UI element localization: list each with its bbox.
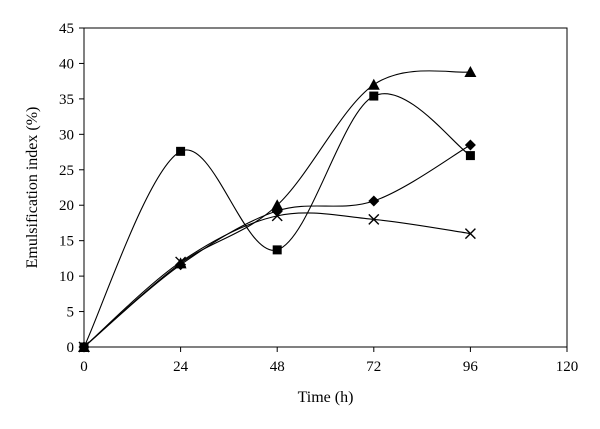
y-tick-labels: 0 5 10 15 20 25 30 35 40 45	[59, 21, 74, 356]
cross-marker	[368, 213, 380, 225]
square-marker	[272, 245, 282, 255]
square-marker	[176, 146, 186, 156]
y-tick-label: 35	[59, 92, 74, 108]
cross-marker	[271, 210, 283, 222]
square-series-line	[83, 93, 471, 348]
x-axis-title: Time (h)	[298, 389, 354, 406]
y-tick-label: 30	[59, 127, 74, 143]
x-tick-labels: 0 24 48 72 96 120	[80, 359, 578, 375]
triangle-marker	[464, 65, 477, 77]
diamond-marker	[175, 259, 187, 271]
cross-marker	[175, 256, 187, 268]
y-tick-label: 25	[59, 163, 74, 179]
y-tick-label: 45	[59, 21, 74, 37]
y-tick-label: 40	[59, 56, 74, 72]
series-markers	[78, 65, 477, 353]
x-tick-label: 48	[270, 359, 285, 375]
x-tick-label: 0	[80, 359, 88, 375]
plot-area-frame	[83, 27, 568, 348]
square-marker	[465, 151, 475, 161]
x-tick-label: 72	[366, 359, 381, 375]
y-axis-title: Emulsification index (%)	[24, 107, 41, 269]
y-tick-label: 10	[59, 269, 74, 285]
y-tick-label: 5	[67, 305, 75, 321]
x-tick-label: 24	[173, 359, 189, 375]
y-tick-label: 0	[67, 340, 75, 356]
y-tick-label: 20	[59, 198, 74, 214]
triangle-marker	[271, 199, 284, 211]
cross-series-line	[83, 212, 471, 348]
diamond-marker	[464, 139, 476, 151]
cross-marker	[464, 228, 476, 240]
y-tick-label: 15	[59, 234, 74, 250]
triangle-marker	[367, 78, 380, 90]
x-tick-label: 120	[556, 359, 579, 375]
diamond-marker	[368, 195, 380, 207]
x-tick-label: 96	[463, 359, 479, 375]
axis-ticks	[79, 27, 568, 352]
square-marker	[369, 91, 379, 101]
